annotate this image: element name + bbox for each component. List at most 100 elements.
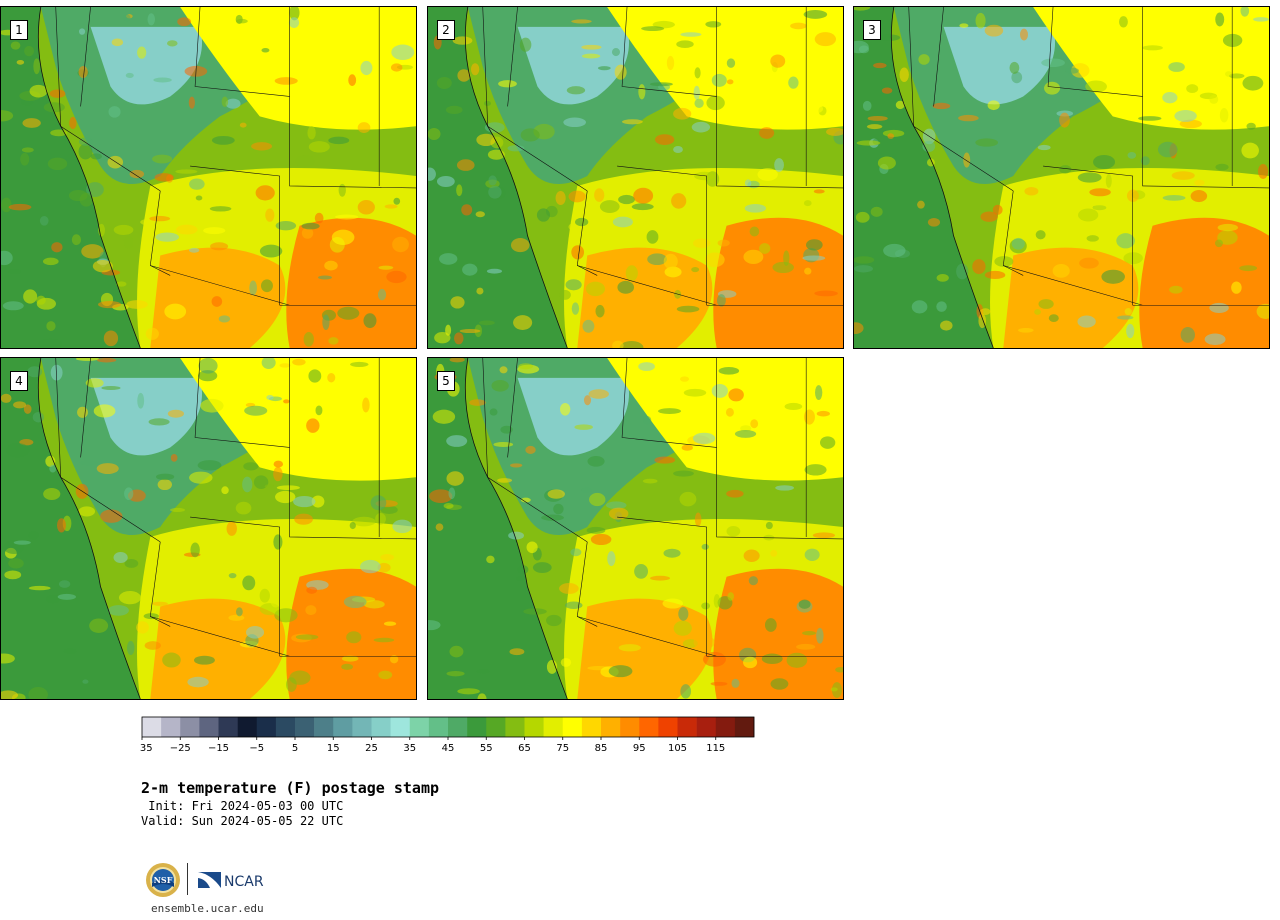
field-cell (483, 100, 491, 107)
colorbar-tick-label: 35 (403, 743, 416, 754)
field-cell (1258, 163, 1269, 179)
field-cell (308, 141, 330, 153)
field-cell (428, 167, 436, 181)
field-cell (734, 430, 757, 438)
logo-divider (187, 863, 188, 895)
state-boundary (621, 7, 717, 97)
field-cell (58, 580, 71, 588)
field-cell (170, 507, 185, 512)
field-cell (228, 573, 237, 579)
field-cell (459, 329, 481, 334)
field-cell (1093, 154, 1116, 170)
field-cell (728, 388, 744, 402)
field-cell (705, 21, 722, 28)
field-cell (6, 443, 30, 458)
field-cell (273, 466, 283, 482)
field-cell (377, 562, 391, 573)
field-cell (1011, 71, 1023, 84)
field-cell (1124, 308, 1132, 316)
field-cell (24, 45, 35, 57)
field-cell (509, 648, 525, 656)
field-cell (1157, 141, 1178, 158)
field-cell (253, 475, 269, 490)
field-cell (887, 133, 895, 139)
state-boundary (577, 616, 717, 657)
field-cell (1194, 179, 1205, 186)
field-cell (77, 406, 88, 418)
field-cell (275, 220, 297, 231)
hot-region (1139, 217, 1269, 348)
field-cell (46, 321, 56, 331)
field-cell (236, 607, 243, 617)
field-cell (555, 191, 566, 206)
field-cell (28, 531, 39, 540)
field-cell (56, 518, 66, 533)
field-cell (221, 486, 229, 495)
colorbar-swatch (620, 717, 640, 737)
field-cell (708, 474, 719, 481)
field-cell (1126, 323, 1135, 339)
field-cell (218, 315, 231, 323)
field-cell (870, 206, 883, 217)
field-cell (1209, 94, 1219, 104)
field-cell (878, 34, 901, 41)
field-cell (305, 605, 317, 616)
field-cell (457, 688, 480, 695)
field-cell (854, 40, 869, 54)
field-cell (655, 134, 675, 145)
field-cell (1239, 265, 1258, 272)
state-boundary (617, 165, 707, 306)
field-cell (162, 652, 181, 668)
field-cell (294, 513, 313, 525)
field-cell (167, 409, 184, 418)
field-cell (757, 168, 778, 181)
field-cell (47, 157, 68, 171)
field-cell (446, 471, 464, 486)
coastline (890, 7, 994, 348)
temperature-map (428, 7, 843, 348)
field-cell (89, 618, 109, 633)
field-cell (97, 358, 117, 363)
ncar-logo: NCAR (198, 872, 264, 890)
field-cell (1044, 81, 1061, 95)
colorbar-tick-label: 55 (480, 743, 493, 754)
field-cell (718, 366, 740, 375)
field-cell (788, 76, 799, 89)
field-cell (676, 305, 700, 313)
field-cell (726, 58, 736, 68)
field-cell (585, 281, 605, 297)
field-cell (363, 313, 377, 329)
field-cell (508, 531, 525, 540)
field-cell (79, 192, 93, 207)
hot-region (577, 598, 713, 699)
field-cell (638, 84, 646, 100)
field-cell (663, 253, 678, 270)
field-cell (1210, 320, 1227, 331)
field-cell (111, 38, 124, 47)
field-cell (1225, 71, 1233, 77)
field-cell (380, 505, 398, 515)
field-cell (357, 122, 371, 133)
field-cell (377, 288, 387, 301)
field-cell (328, 136, 350, 145)
field-cell (20, 152, 30, 166)
field-cell (198, 358, 218, 374)
field-cell (566, 86, 586, 95)
colorbar-tick-label: 75 (556, 743, 569, 754)
field-cell (631, 203, 654, 211)
field-cell (883, 243, 906, 258)
field-cell (510, 238, 530, 253)
state-boundary (190, 165, 280, 306)
field-cell (553, 503, 564, 515)
field-cell (264, 54, 272, 64)
state-boundary (716, 7, 843, 189)
field-cell (854, 7, 871, 11)
field-cell (673, 470, 694, 477)
field-cell (335, 214, 359, 220)
field-cell (429, 489, 453, 504)
field-cell (246, 626, 265, 639)
field-cell (1217, 223, 1239, 232)
field-cell (113, 551, 128, 563)
state-boundary (149, 541, 171, 627)
field-cell (497, 478, 513, 483)
